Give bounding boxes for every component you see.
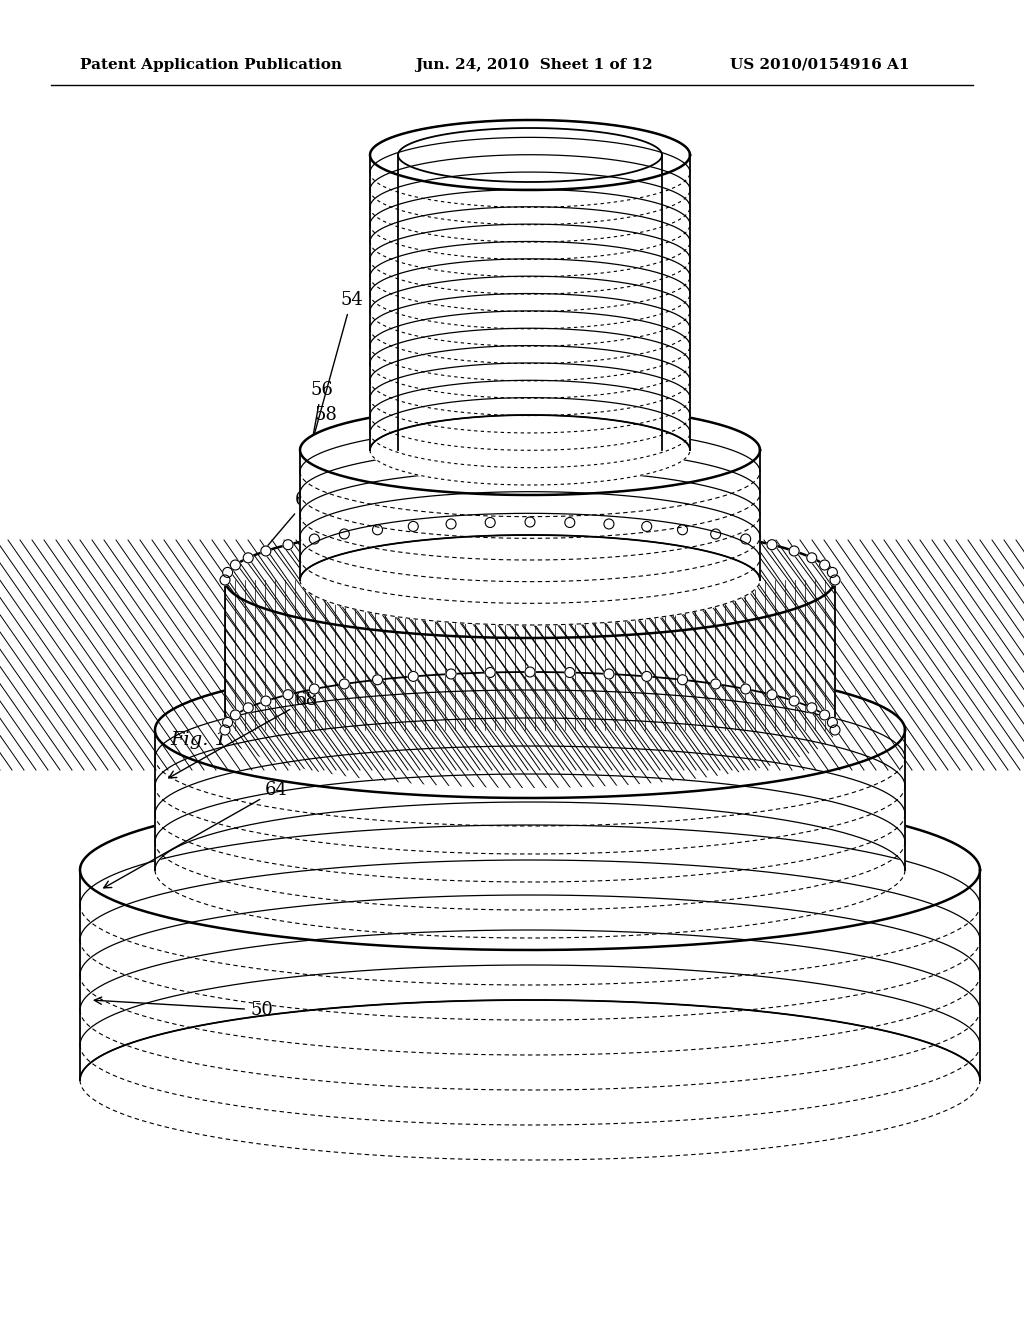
Circle shape [446,669,456,678]
Text: 56: 56 [303,381,333,475]
Circle shape [819,560,829,570]
Circle shape [642,672,651,681]
Circle shape [222,568,232,577]
Circle shape [230,710,241,719]
Circle shape [261,696,271,706]
Circle shape [642,521,651,532]
Text: 60: 60 [232,491,318,586]
Circle shape [827,718,838,727]
Circle shape [565,668,574,677]
Circle shape [807,702,817,713]
Circle shape [604,669,614,678]
Circle shape [819,710,829,719]
Circle shape [790,696,799,706]
Circle shape [339,529,349,539]
Circle shape [807,553,817,562]
Circle shape [740,535,751,544]
Circle shape [409,672,418,681]
Text: Jun. 24, 2010  Sheet 1 of 12: Jun. 24, 2010 Sheet 1 of 12 [415,58,652,73]
Circle shape [485,668,496,677]
Circle shape [525,667,535,677]
Circle shape [604,519,614,529]
Polygon shape [155,663,905,870]
Circle shape [409,521,418,532]
Circle shape [830,725,840,735]
Circle shape [525,517,535,527]
Circle shape [678,525,687,535]
Circle shape [446,519,456,529]
Polygon shape [300,405,760,624]
Polygon shape [225,521,835,730]
Text: 64: 64 [103,781,288,888]
Circle shape [244,553,253,562]
Circle shape [767,540,777,549]
Text: 66: 66 [248,606,298,676]
Text: 58: 58 [308,407,338,506]
Circle shape [830,576,840,585]
Circle shape [261,546,271,556]
Circle shape [309,684,319,694]
Text: 50: 50 [94,997,272,1019]
Polygon shape [370,120,690,484]
Text: 62: 62 [290,550,506,648]
Circle shape [220,576,230,585]
Circle shape [283,540,293,549]
Circle shape [711,529,721,539]
Circle shape [373,675,383,685]
Circle shape [230,560,241,570]
Text: 54: 54 [309,290,362,446]
Circle shape [339,678,349,689]
Text: Patent Application Publication: Patent Application Publication [80,58,342,73]
Circle shape [827,568,838,577]
Circle shape [565,517,574,528]
Text: 68: 68 [169,690,318,777]
Circle shape [790,546,799,556]
Circle shape [678,675,687,685]
Circle shape [283,689,293,700]
Circle shape [222,718,232,727]
Circle shape [244,702,253,713]
Circle shape [373,525,383,535]
Circle shape [309,535,319,544]
Circle shape [740,684,751,694]
Circle shape [711,678,721,689]
Polygon shape [80,789,980,1080]
Circle shape [485,517,496,528]
Circle shape [767,689,777,700]
Text: 52: 52 [370,206,546,232]
Text: US 2010/0154916 A1: US 2010/0154916 A1 [730,58,909,73]
Text: Fig. 1: Fig. 1 [170,731,227,748]
Circle shape [220,725,230,735]
